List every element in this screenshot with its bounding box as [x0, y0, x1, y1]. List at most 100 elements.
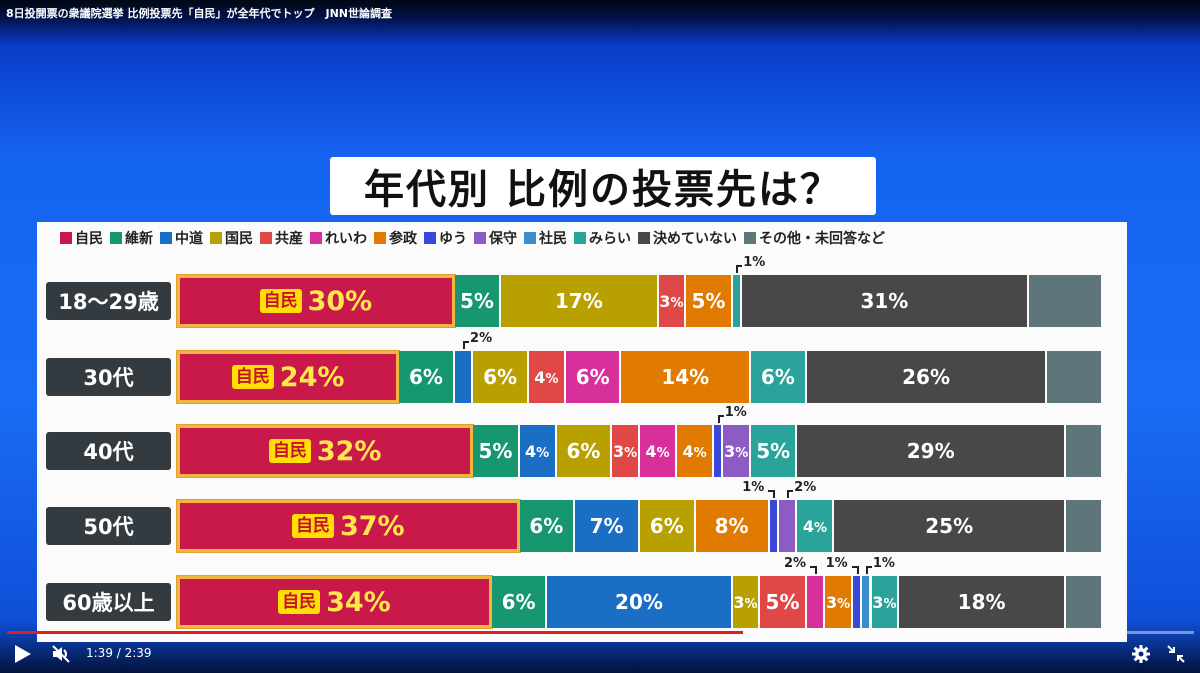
- bar-segment-ishin: 5%: [473, 425, 520, 477]
- legend-item-hoshu: 保守: [474, 228, 517, 248]
- segment-value: 5%: [765, 590, 800, 614]
- ldp-badge: 自民: [231, 365, 274, 389]
- segment-value: 7%: [589, 514, 624, 538]
- callout-line: [787, 490, 790, 498]
- segment-value: 6%: [483, 365, 518, 389]
- legend-swatch: [374, 232, 386, 244]
- callout-value: 1%: [742, 480, 765, 495]
- gear-icon[interactable]: [1131, 644, 1151, 664]
- segment-value: 4%: [534, 367, 559, 387]
- bar-segment-undecided: 29%: [797, 425, 1066, 477]
- legend-label: 国民: [225, 231, 253, 247]
- legend-label: その他・未回答など: [759, 231, 885, 247]
- segment-value: 4%: [682, 441, 707, 461]
- segment-value: 6%: [566, 439, 601, 463]
- segment-value: 31%: [860, 289, 909, 313]
- bar-segment-kokumin: 6%: [640, 500, 696, 552]
- legend-item-sansei: 参政: [374, 228, 417, 248]
- bar-segment-undecided: 25%: [834, 500, 1066, 552]
- bar-segment-kokumin: 6%: [473, 351, 529, 403]
- stacked-bar-row: 自民 32% 5% 4% 6% 3% 4% 4% 1% 3% 5% 29%: [177, 405, 1103, 477]
- bar-segment-chudo: 20%: [547, 576, 733, 628]
- legend-label: 社民: [539, 231, 567, 247]
- legend-item-kyosan: 共産: [260, 228, 303, 248]
- exit-fullscreen-icon[interactable]: [1166, 644, 1186, 664]
- legend-item-reiwa: れいわ: [310, 228, 367, 248]
- legend-swatch: [110, 232, 122, 244]
- legend-item-mirai: みらい: [574, 228, 631, 248]
- bar-segment-other: [1028, 275, 1103, 327]
- time-display: 1:39 / 2:39: [86, 646, 152, 660]
- legend-label: れいわ: [325, 231, 367, 247]
- legend-label: 保守: [489, 231, 517, 247]
- callout-line: [717, 415, 724, 417]
- bar-segment-reiwa: [806, 576, 826, 628]
- bar-segment-kyosan: 3%: [612, 425, 640, 477]
- segment-value: 6%: [575, 365, 610, 389]
- callout-line: [865, 566, 868, 574]
- callout-line: [736, 265, 743, 267]
- legend-label: 中道: [175, 231, 203, 247]
- legend-swatch: [160, 232, 172, 244]
- stacked-bar-row: 自民 37% 6% 7% 6% 8% 1% 2% 4% 25%: [177, 480, 1103, 552]
- progress-bar-played: [7, 631, 743, 634]
- bar-segment-sansei: 5%: [686, 275, 733, 327]
- muted-speaker-icon[interactable]: [50, 643, 72, 665]
- legend-swatch: [60, 232, 72, 244]
- callout-value: 1%: [724, 405, 747, 420]
- bar-segment-reiwa: 4%: [640, 425, 678, 477]
- segment-value: 4%: [802, 516, 827, 536]
- legend-item-shamin: 社民: [524, 228, 567, 248]
- legend-item-other: その他・未回答など: [744, 228, 885, 248]
- callout-line: [463, 341, 470, 343]
- callout-line: [809, 566, 816, 568]
- chart-headline: 年代別 比例の投票先は？: [330, 157, 876, 215]
- callout-line: [736, 265, 739, 273]
- legend-swatch: [474, 232, 486, 244]
- segment-value: 3%: [872, 592, 897, 612]
- bar-segment-sansei: 3%: [825, 576, 853, 628]
- legend-swatch: [210, 232, 222, 244]
- legend-label: みらい: [589, 231, 631, 247]
- callout-value: 2%: [470, 331, 493, 346]
- callout-line: [856, 566, 859, 574]
- segment-value: 14%: [661, 365, 710, 389]
- bar-segment-reiwa: 6%: [565, 351, 622, 403]
- bar-segment-other: [1047, 351, 1103, 403]
- legend-label: 参政: [389, 231, 417, 247]
- segment-value: 4%: [525, 441, 550, 461]
- play-icon[interactable]: [15, 645, 31, 663]
- bar-segment-mirai: [732, 275, 742, 327]
- stacked-bar-row: 自民 24% 6% 2% 6% 4% 6% 14% 6% 26%: [177, 331, 1103, 403]
- legend-swatch: [638, 232, 650, 244]
- segment-value: 5%: [459, 289, 494, 313]
- bar-segment-ishin: 6%: [491, 576, 548, 628]
- bar-segment-other: [1065, 425, 1103, 477]
- bar-segment-yu: [714, 425, 724, 477]
- segment-value: 18%: [957, 590, 1006, 614]
- bar-segment-yu: [769, 500, 779, 552]
- segment-value: 24%: [279, 361, 345, 393]
- segment-value: 5%: [756, 439, 791, 463]
- segment-value: 6%: [409, 365, 443, 389]
- segment-value: 5%: [478, 439, 513, 463]
- bar-segment-mirai: 4%: [797, 500, 835, 552]
- legend-swatch: [310, 232, 322, 244]
- segment-value: 37%: [339, 510, 405, 542]
- segment-value: 29%: [906, 439, 955, 463]
- callout-value: 1%: [825, 556, 848, 571]
- legend-label: 決めていない: [653, 231, 737, 247]
- callout-line: [768, 490, 775, 492]
- age-group-label: 18〜29歳: [46, 282, 171, 320]
- bar-segment-mirai: 3%: [871, 576, 900, 628]
- bar-segment-kyosan: 3%: [658, 275, 687, 327]
- bar-segment-ishin: 6%: [399, 351, 455, 403]
- segment-value: 3%: [613, 441, 638, 461]
- bar-segment-ishin: 5%: [454, 275, 502, 327]
- legend-item-jimin: 自民: [60, 228, 103, 248]
- ldp-badge: 自民: [278, 590, 321, 614]
- bar-segment-kyosan: 4%: [528, 351, 566, 403]
- bar-segment-kokumin: 6%: [556, 425, 613, 477]
- bar-segment-jimin: 自民 34%: [177, 576, 492, 628]
- bar-segment-jimin: 自民 37%: [177, 500, 520, 552]
